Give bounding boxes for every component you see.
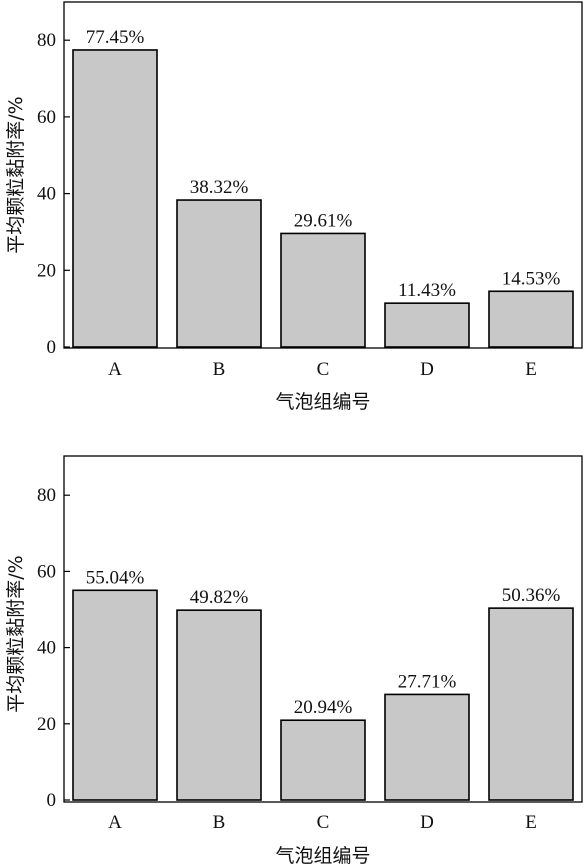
bar-chart-top: 0 20 40 60 80 A B C D E 77.45% 38.32% 29.61% 11.43% 1… (5, 1, 583, 413)
bar-C (280, 719, 366, 801)
data-label-A: 55.04% (86, 567, 145, 588)
data-label-A: 77.45% (86, 27, 145, 48)
x-tick-label-E: E (525, 359, 537, 380)
bar-B (176, 609, 262, 801)
data-label-E: 14.53% (502, 268, 561, 289)
y-tick-label: 20 (37, 260, 56, 281)
y-tick-label: 40 (37, 638, 56, 659)
x-tick-label-A: A (108, 359, 122, 380)
bar-E (488, 607, 574, 801)
y-tick-label: 0 (47, 337, 57, 358)
data-label-C: 29.61% (294, 210, 353, 231)
x-tick-label-B: B (213, 359, 226, 380)
data-label-D: 11.43% (398, 280, 456, 301)
x-tick-label-B: B (213, 812, 226, 833)
x-axis-title: 气泡组编号 (275, 391, 370, 413)
y-axis-title: 平均颗粒黏附率/% (5, 555, 27, 712)
x-tick-label-C: C (317, 359, 330, 380)
data-label-B: 49.82% (190, 587, 249, 608)
bar-D (384, 302, 470, 348)
plot-frame (63, 1, 583, 349)
bar-D (384, 693, 470, 801)
y-axis-title: 平均颗粒黏附率/% (5, 96, 27, 253)
plot-frame (63, 455, 583, 803)
y-tick-label: 60 (37, 561, 56, 582)
x-tick-label-D: D (420, 812, 434, 833)
y-tick-label: 80 (37, 485, 56, 506)
data-label-B: 38.32% (190, 177, 249, 198)
data-label-C: 20.94% (294, 697, 353, 718)
y-tick-label: 20 (37, 714, 56, 735)
bar-C (280, 232, 366, 348)
bar-B (176, 199, 262, 348)
bar-E (488, 290, 574, 348)
x-tick-label-D: D (420, 359, 434, 380)
y-tick-label: 0 (47, 790, 57, 811)
x-tick-label-A: A (108, 812, 122, 833)
x-axis-title: 气泡组编号 (275, 845, 370, 867)
y-tick-label: 80 (37, 30, 56, 51)
data-label-D: 27.71% (398, 671, 457, 692)
y-tick-label: 60 (37, 107, 56, 128)
y-tick-label: 40 (37, 184, 56, 205)
bar-A (72, 49, 158, 348)
data-label-E: 50.36% (502, 585, 561, 606)
bar-chart-bottom: 0 20 40 60 80 A B C D E 55.04% 49.82% 20.94% 27.71% 5… (5, 455, 583, 867)
x-tick-label-C: C (317, 812, 330, 833)
x-tick-label-E: E (525, 812, 537, 833)
bar-A (72, 589, 158, 801)
